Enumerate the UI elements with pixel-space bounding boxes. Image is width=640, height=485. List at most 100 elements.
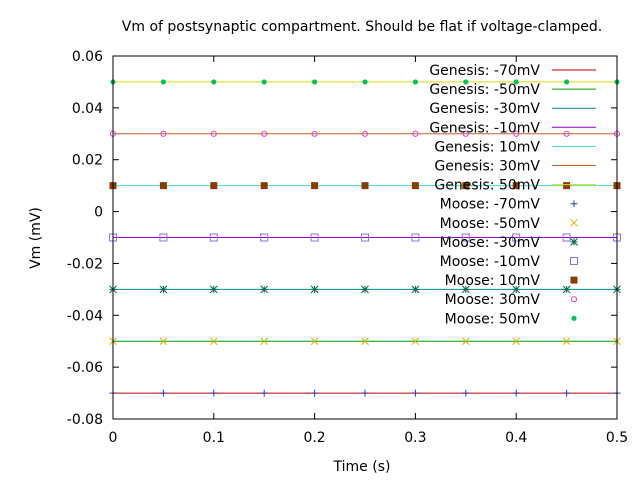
data-point xyxy=(260,389,268,397)
marker-shape xyxy=(462,130,469,137)
marker-stroke xyxy=(209,337,218,346)
data-point xyxy=(512,389,520,397)
data-point xyxy=(461,285,470,294)
legend-label: Moose: -70mV xyxy=(440,197,541,213)
marker-stroke xyxy=(361,337,369,346)
legend-item: Genesis: -30mV xyxy=(429,101,596,117)
legend-item: Moose: -50mV xyxy=(440,216,578,232)
marker-stroke xyxy=(570,218,578,227)
legend-item: Genesis: 10mV xyxy=(434,139,596,155)
data-point xyxy=(209,337,218,346)
marker-stroke xyxy=(461,337,470,346)
marker-stroke xyxy=(411,389,419,397)
data-point xyxy=(209,285,218,294)
marker-stroke xyxy=(512,389,520,397)
marker-shape xyxy=(563,182,571,190)
x-tick-label: 0.2 xyxy=(303,430,325,446)
legend-label: Genesis: 10mV xyxy=(434,139,540,155)
data-point xyxy=(160,79,166,85)
y-tick-label: 0.06 xyxy=(72,49,103,65)
legend-item: Moose: -10mV xyxy=(440,254,578,270)
legend-label: Moose: 50mV xyxy=(445,311,541,327)
marker-shape xyxy=(310,233,319,242)
chart-title: Vm of postsynaptic compartment. Should b… xyxy=(122,19,602,35)
y-tick-label: 0 xyxy=(94,205,103,221)
legend-item: Moose: -70mV xyxy=(440,197,578,213)
marker-stroke xyxy=(260,337,269,346)
data-point xyxy=(512,182,520,190)
data-point xyxy=(412,79,418,85)
data-point xyxy=(361,285,369,294)
x-tick-label: 0.4 xyxy=(505,430,527,446)
marker-stroke xyxy=(563,389,571,397)
data-point xyxy=(211,79,217,85)
data-point xyxy=(311,389,319,397)
data-point xyxy=(512,285,521,294)
data-point xyxy=(513,79,519,85)
legend-label: Moose: -30mV xyxy=(440,235,541,251)
marker-stroke xyxy=(562,337,571,346)
marker-stroke xyxy=(159,337,168,346)
marker-shape xyxy=(562,233,571,242)
marker-shape xyxy=(312,79,318,85)
marker-stroke xyxy=(209,285,218,294)
x-tick-label: 0 xyxy=(109,430,118,446)
marker-shape xyxy=(461,233,470,242)
marker-shape xyxy=(513,79,519,85)
data-point xyxy=(261,79,267,85)
legend-label: Genesis: -50mV xyxy=(429,82,540,98)
data-point xyxy=(563,389,571,397)
marker-stroke xyxy=(361,389,369,397)
plot-frame xyxy=(112,55,618,420)
marker-shape xyxy=(311,130,318,137)
data-point xyxy=(311,130,318,137)
marker-shape xyxy=(260,182,268,190)
legend-item: Genesis: 50mV xyxy=(434,178,596,194)
marker-shape xyxy=(210,130,217,137)
y-tick-label: -0.02 xyxy=(67,256,103,272)
data-point xyxy=(512,337,521,346)
data-point xyxy=(160,130,167,137)
y-tick-label: 0.02 xyxy=(72,153,103,169)
marker-stroke xyxy=(260,285,269,294)
legend-label: Genesis: -70mV xyxy=(429,63,540,79)
marker-shape xyxy=(260,233,269,242)
marker-shape xyxy=(412,79,418,85)
marker-stroke xyxy=(512,285,521,294)
marker-shape xyxy=(512,182,520,190)
legend-item: Genesis: 30mV xyxy=(434,159,596,175)
marker-shape xyxy=(159,233,168,242)
marker-stroke xyxy=(311,389,319,397)
marker-shape xyxy=(159,182,167,190)
legend-marker-swatch xyxy=(570,238,578,246)
data-point xyxy=(361,130,369,137)
legend-item: Moose: 50mV xyxy=(445,311,577,327)
marker-shape xyxy=(210,182,218,190)
y-tick-label: -0.06 xyxy=(67,360,103,376)
marker-shape xyxy=(570,257,578,265)
data-point xyxy=(462,389,470,397)
data-point xyxy=(159,389,167,397)
legend-marker-swatch xyxy=(570,257,578,265)
marker-stroke xyxy=(310,337,319,346)
marker-shape xyxy=(361,182,369,190)
marker-stroke xyxy=(411,337,420,346)
data-point xyxy=(159,337,168,346)
legend-item: Genesis: -70mV xyxy=(429,63,596,79)
data-point xyxy=(513,130,520,137)
marker-stroke xyxy=(562,285,571,294)
data-point xyxy=(412,130,419,137)
data-point xyxy=(361,233,369,242)
data-point xyxy=(310,233,319,242)
x-tick-label: 0.1 xyxy=(203,430,225,446)
data-point xyxy=(562,337,571,346)
marker-shape xyxy=(412,130,419,137)
marker-shape xyxy=(209,233,218,242)
legend-item: Moose: -30mV xyxy=(440,235,578,251)
data-point xyxy=(361,389,369,397)
legend-item: Genesis: -10mV xyxy=(429,120,596,136)
data-point xyxy=(564,79,570,85)
legend-label: Moose: 10mV xyxy=(445,273,541,289)
data-point xyxy=(310,337,319,346)
data-point xyxy=(210,389,218,397)
